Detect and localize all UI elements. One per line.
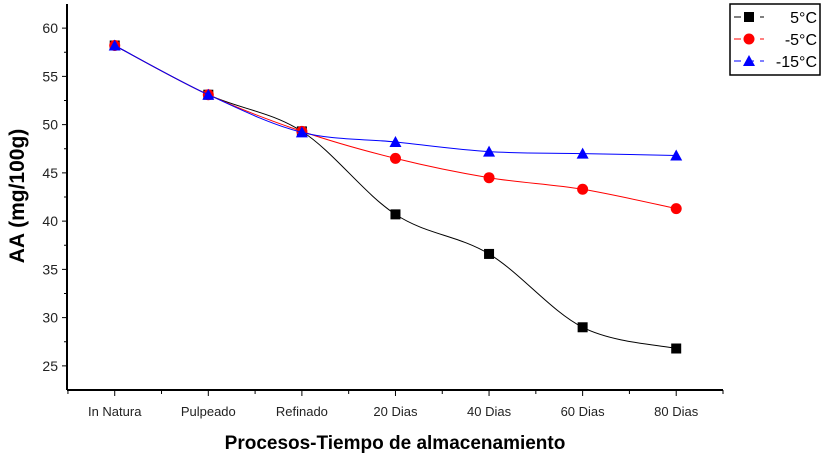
legend-marker (743, 33, 755, 45)
data-point (484, 248, 495, 259)
y-tick-label: 55 (42, 68, 58, 84)
data-point (389, 152, 401, 164)
data-point (295, 126, 308, 138)
x-tick-label: Refinado (276, 404, 328, 419)
plot-area (108, 39, 683, 354)
legend: 5°C -5°C -15°C (729, 3, 821, 76)
data-point (390, 209, 401, 220)
series--5°C (109, 39, 682, 215)
data-point (576, 147, 589, 159)
x-tick-label: 20 Dias (373, 404, 418, 419)
x-tick-label: 40 Dias (467, 404, 512, 419)
data-point (670, 203, 682, 215)
data-point (389, 135, 402, 147)
series-5°C (109, 40, 682, 354)
x-axis-label: Procesos-Tiempo de almacenamiento (225, 433, 566, 454)
x-tick-label: 60 Dias (561, 404, 606, 419)
legend-label: -15°C (776, 54, 817, 71)
x-tick-label: In Natura (88, 404, 142, 419)
y-tick-label: 35 (42, 261, 58, 277)
data-point (202, 88, 215, 100)
y-tick-label: 45 (42, 165, 58, 181)
data-point (483, 172, 495, 184)
y-tick-label: 30 (42, 310, 58, 326)
series-line (114, 45, 677, 210)
data-point (670, 149, 683, 161)
data-point (671, 343, 682, 354)
series--15°C (108, 39, 683, 161)
data-point (577, 322, 588, 333)
x-tick-label: 80 Dias (654, 404, 699, 419)
y-axis-label: AA (mg/100g) (6, 129, 29, 264)
series-line (114, 45, 677, 349)
legend-marker (744, 12, 754, 22)
x-tick-label: Pulpeado (181, 404, 236, 419)
y-tick-label: 60 (42, 20, 58, 36)
y-tick-label: 40 (42, 213, 58, 229)
legend-marker (743, 55, 755, 66)
legend-label: -5°C (785, 32, 817, 49)
axes: 25 30 35 40 45 50 55 60 In Natura Pulpeado Refinad… (42, 4, 724, 419)
y-tick-label: 25 (42, 358, 58, 374)
data-point (483, 145, 496, 157)
data-point (108, 39, 121, 51)
legend-label: 5°C (790, 10, 817, 27)
data-point (577, 183, 589, 195)
y-tick-label: 50 (42, 117, 58, 133)
